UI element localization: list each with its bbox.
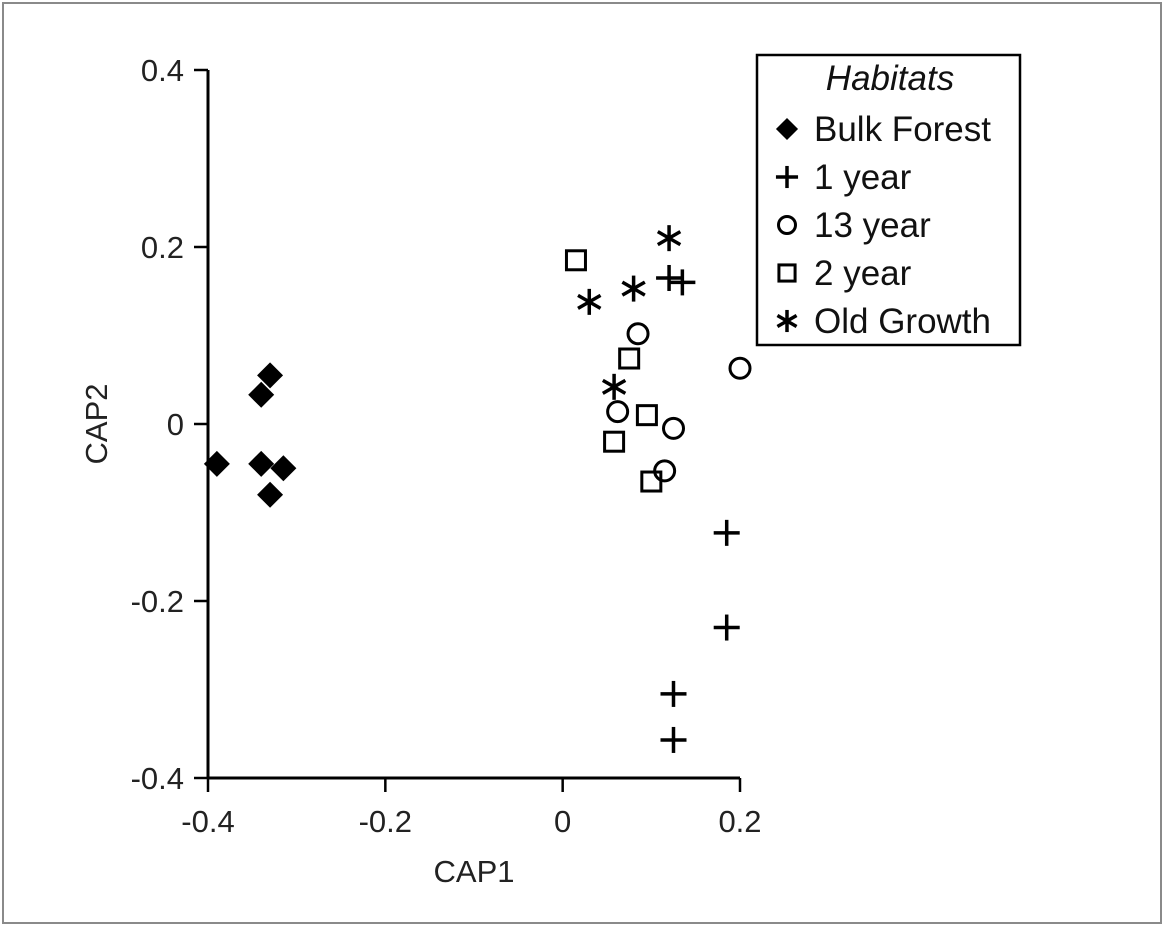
y-tick-label: 0.4	[141, 53, 184, 88]
legend-marker-bulk-forest	[775, 117, 799, 141]
point-bulk-forest	[270, 455, 297, 482]
legend-title: Habitats	[826, 59, 954, 98]
point-old-growth	[601, 373, 627, 400]
legend: Habitats Bulk Forest 1 year 13 year 2 year O…	[755, 53, 1022, 347]
point-13-year	[662, 416, 685, 440]
point-bulk-forest	[248, 450, 275, 477]
diamond-shape	[248, 450, 275, 477]
point-13-year	[606, 400, 630, 424]
axes: 0.4 0.2 0 -0.2 -0.4 -0.4 -0.2 0 0.2	[131, 53, 762, 839]
x-tick-label: 0.2	[718, 804, 761, 839]
square-shape	[603, 430, 626, 453]
square-shape	[618, 347, 641, 370]
circle-shape	[777, 215, 797, 235]
diamond-shape	[775, 117, 799, 141]
point-2-year	[618, 347, 641, 370]
legend-label-old-growth: Old Growth	[814, 302, 991, 341]
circle-shape	[728, 356, 752, 380]
point-bulk-forest	[257, 362, 284, 389]
diamond-shape	[203, 450, 230, 477]
circle-shape	[662, 416, 685, 440]
y-tick-label: 0.2	[141, 230, 184, 265]
diamond-shape	[257, 362, 284, 389]
asterisk-arm	[776, 313, 798, 329]
x-tick-label: -0.4	[181, 804, 234, 839]
y-axis-title: CAP2	[79, 384, 114, 465]
point-old-growth	[656, 225, 682, 252]
legend-box	[755, 53, 1022, 347]
point-2-year	[603, 430, 626, 453]
x-axis-title: CAP1	[434, 854, 515, 889]
legend-marker-13-year	[777, 215, 797, 235]
circle-shape	[606, 400, 630, 424]
asterisk-arm	[577, 293, 602, 310]
circle-shape	[626, 322, 650, 346]
square-shape	[635, 404, 658, 427]
diamond-shape	[270, 455, 297, 482]
data-points	[203, 225, 752, 753]
point-2-year	[640, 470, 663, 493]
y-tick-label: -0.2	[131, 584, 184, 619]
point-1-year	[713, 519, 740, 546]
square-shape	[777, 263, 797, 283]
point-old-growth	[577, 288, 602, 315]
point-bulk-forest	[257, 481, 284, 508]
diamond-shape	[257, 481, 284, 508]
legend-marker-1-year	[775, 165, 799, 189]
asterisk-arm	[621, 280, 646, 297]
point-1-year	[669, 269, 696, 296]
asterisk-arm	[656, 230, 682, 247]
y-tick-label: 0	[167, 407, 184, 442]
point-old-growth	[621, 275, 646, 302]
legend-label-bulk-forest: Bulk Forest	[814, 110, 991, 149]
legend-label-13-year: 13 year	[814, 206, 931, 245]
x-tick-label: -0.2	[359, 804, 412, 839]
square-shape	[640, 470, 663, 493]
legend-label-1-year: 1 year	[814, 158, 912, 197]
legend-marker-2-year	[777, 263, 797, 283]
point-bulk-forest	[203, 450, 230, 477]
point-2-year	[635, 404, 658, 427]
point-bulk-forest	[248, 381, 275, 408]
legend-marker-old-growth	[776, 309, 798, 333]
point-1-year	[656, 264, 683, 291]
point-13-year	[626, 322, 650, 346]
point-1-year	[713, 614, 740, 641]
diamond-shape	[248, 381, 275, 408]
point-13-year	[728, 356, 752, 380]
point-2-year	[564, 249, 587, 272]
square-shape	[564, 249, 587, 272]
legend-label-2-year: 2 year	[814, 254, 912, 293]
y-tick-label: -0.4	[131, 761, 184, 796]
legend-items: Bulk Forest 1 year 13 year 2 year Old Growth	[775, 110, 991, 341]
point-1-year	[660, 680, 687, 707]
point-1-year	[660, 726, 687, 753]
x-tick-label: 0	[554, 804, 571, 839]
asterisk-arm	[601, 378, 627, 395]
